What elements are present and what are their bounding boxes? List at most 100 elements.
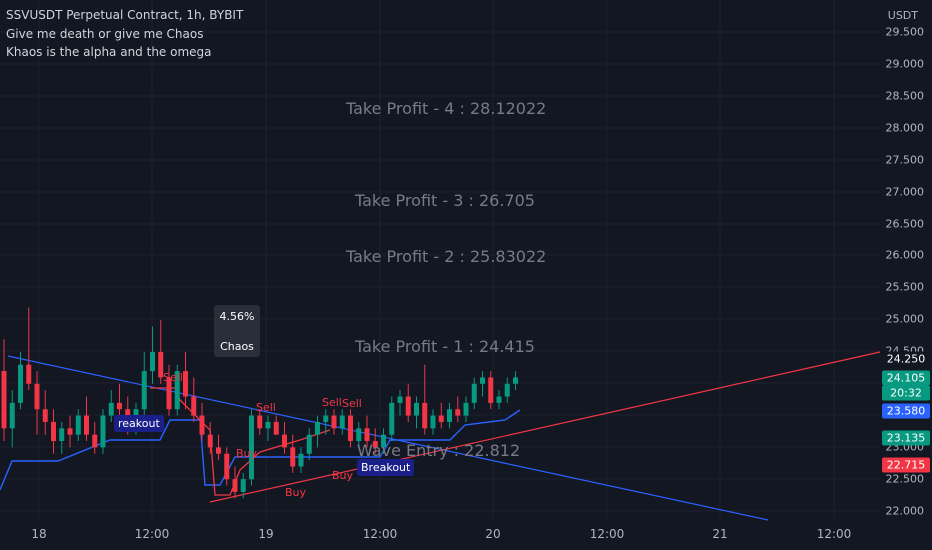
candle-body [257,415,263,429]
time-tick-label: 12:00 [362,527,398,541]
candle-body [84,415,89,435]
candle-body [430,415,436,429]
price-tick-label: 25.000 [885,312,925,326]
candle-body [298,453,304,467]
price-badge: 23.135 [882,430,930,446]
candle-body [59,428,65,442]
candle-body [438,415,444,422]
take-profit-3-label: Take Profit - 3 : 26.705 [355,191,535,210]
tooltip-name: Chaos [220,340,254,353]
candle-body [207,434,213,448]
candle-body [496,396,502,403]
candle-body [381,434,386,448]
candle-body [1,371,7,429]
candle-body [488,377,494,403]
candle-body [265,421,271,429]
take-profit-1-label: Take Profit - 1 : 24.415 [355,337,535,356]
breakout-label-left: reakout [114,415,164,432]
take-profit-2-label: Take Profit - 2 : 25.83022 [346,247,547,266]
candle-body [422,402,428,429]
price-badge: 20:32 [882,385,930,401]
candle-body [414,402,419,416]
symbol-title[interactable]: SSVUSDT Perpetual Contract, 1h, BYBIT [6,8,244,22]
buy-signal: Buy [332,469,354,482]
price-tick-label: 25.500 [885,280,925,294]
candle-body [471,383,477,403]
time-tick-label: 21 [712,527,728,541]
candle-body [141,371,147,410]
candle-body [364,428,370,442]
candle-body [75,415,81,435]
price-tick-label: 27.000 [885,185,925,199]
price-badge: 23.580 [882,403,930,419]
time-tick-label: 20 [485,527,501,541]
ascending-trendline [209,351,881,503]
candle-body [108,402,114,416]
buy-signal: Buy [285,486,307,499]
candle-body [9,402,15,429]
candle-body [117,402,122,410]
candle-body [158,352,164,378]
candle-body [92,434,98,448]
candle-body [356,428,362,442]
candle-body [315,421,320,435]
wave-entry-label: Wave Entry : 22.812 [357,441,521,460]
time-tick-label: 18 [31,527,47,541]
candle-body [51,421,56,442]
time-tick-label: 12:00 [134,527,170,541]
candle-body [306,434,312,454]
price-tick-label: 29.000 [885,57,925,71]
indicator-name-1[interactable]: Give me death or give me Chaos [6,27,204,41]
candle-body [323,415,329,422]
candle-body [67,428,73,435]
indicator-name-2[interactable]: Khaos is the alpha and the omega [6,45,212,59]
time-tick-label: 12:00 [816,527,852,541]
time-tick-label: 12:00 [589,527,625,541]
price-tick-label: 26.000 [885,248,925,262]
price-tick-label: 22.500 [885,472,925,486]
take-profit-4-label: Take Profit - 4 : 28.12022 [346,99,547,118]
candle-body [232,479,238,492]
price-tick-label: 27.500 [885,153,925,167]
candle-body [348,415,353,442]
descending-trendline [7,355,769,521]
candle-body [183,371,188,397]
price-badge: 22.715 [882,457,930,473]
price-axis-unit[interactable]: USDT [887,9,918,22]
candle-body [191,396,197,416]
price-tick-label: 28.000 [885,121,925,135]
candle-body [240,479,246,492]
candle-body [18,364,23,403]
breakout-label-right: Breakout [357,459,415,476]
price-badge: 24.250 [882,351,930,367]
candle-body [42,409,48,422]
sell-signal: Sell [256,401,276,414]
time-tick-label: 19 [258,527,274,541]
candle-body [26,364,32,384]
sell-signal: Sell [342,397,362,410]
candle-body [273,421,279,435]
candle-body [34,383,40,410]
candle-body [480,377,485,384]
price-tick-label: 22.000 [885,504,925,518]
candle-body [455,409,461,416]
sell-signal: Sell [163,371,183,384]
candle-body [150,352,155,372]
sell-signal: Sell [322,396,342,409]
candle-body [504,383,510,397]
candle-body [290,447,296,467]
candle-body [372,441,378,448]
tooltip-percent: 4.56% [219,310,255,323]
candle-body [282,434,287,448]
price-tick-label: 28.500 [885,89,925,103]
trend-lines [0,351,881,521]
candle-body [224,453,230,480]
chaos-tooltip: 4.56% Chaos [214,305,260,357]
candle-body [463,402,469,416]
candle-body [174,371,180,410]
candle-body [447,409,452,422]
price-badge: 24.105 [882,370,930,386]
candle-body [216,447,221,454]
candle-body [249,415,254,480]
